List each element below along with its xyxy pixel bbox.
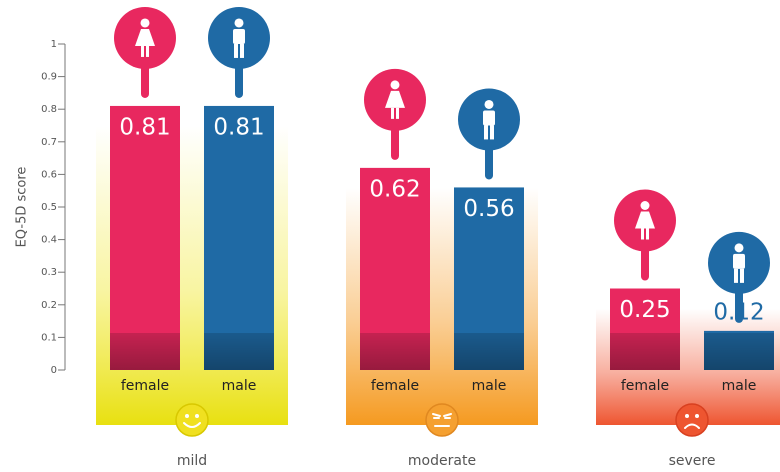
legend-label: female [121,378,169,394]
face [175,403,209,437]
y-tick-label: 0.3 [41,267,57,278]
pin [708,231,770,323]
icon-body [733,253,745,269]
mouth [183,422,201,428]
bar-shade [610,333,680,370]
icon-body [385,90,405,108]
value-label: 0.12 [713,299,764,325]
icon-leg [146,45,149,57]
y-tick-label: 0.4 [41,235,57,246]
pin [114,6,176,98]
brows [432,413,452,419]
legend-label: female [621,378,669,394]
icon-body [233,28,245,44]
icon-head [734,243,744,253]
legend-label: male [722,378,757,394]
y-tick-label: 0.7 [41,137,57,148]
bar [110,105,180,370]
icon-head [640,201,650,210]
icon-head [234,18,244,28]
female-icon [135,18,155,57]
x-tick-label: moderate [408,453,476,469]
y-tick-label: 1 [51,39,57,50]
face [425,403,459,437]
male-icon [733,243,745,283]
icon-body [635,211,655,229]
value-label: 0.62 [369,176,420,202]
mood-face [175,403,209,437]
icon-leg [396,107,399,119]
icon-leg [646,228,649,240]
eye [685,414,689,418]
icon-body [483,110,495,126]
mood-face [675,403,709,437]
icon-head [140,18,150,28]
legend-label: female [371,378,419,394]
x-tick-label: severe [669,453,716,469]
eye [185,414,189,418]
icon-body [135,28,155,46]
icon-leg [240,43,244,58]
value-label: 0.81 [119,114,170,140]
y-tick-label: 0.5 [41,202,57,213]
eye [195,414,199,418]
value-label: 0.81 [213,114,264,140]
female-icon [385,80,405,119]
y-tick-label: 0.8 [41,104,57,115]
male-icon [483,99,495,140]
female-icon [635,201,655,240]
legend-label: male [472,378,507,394]
y-tick-label: 0 [51,365,57,376]
icon-leg [490,125,494,140]
icon-head [484,99,494,109]
y-tick-label: 0.2 [41,300,57,311]
icon-leg [484,125,488,140]
pin [208,6,270,98]
bar-shade [360,333,430,370]
icon-leg [740,268,744,283]
bar-shade [704,333,774,370]
icon-leg [391,107,394,119]
y-tick-label: 0.1 [41,332,57,343]
bar-shade [204,333,274,370]
pin [458,88,520,180]
y-tick-label: 0.6 [41,169,57,180]
icon-leg [641,228,644,240]
bar [204,105,274,370]
icon-leg [234,43,238,58]
male-icon [233,18,245,58]
y-axis-title: EQ-5D score [15,167,30,248]
value-label: 0.25 [619,297,670,323]
mood-face [425,403,459,437]
pin [614,189,676,281]
y-tick-label: 0.9 [41,72,57,83]
mouth [684,423,700,429]
face [675,403,709,437]
pin [364,68,426,160]
x-tick-label: mild [177,453,207,469]
value-label: 0.56 [463,196,514,222]
eye [695,414,699,418]
icon-leg [734,268,738,283]
bar-shade [110,333,180,370]
icon-head [390,80,400,90]
bar-shade [454,333,524,370]
legend-label: male [222,378,257,394]
icon-leg [141,45,144,57]
